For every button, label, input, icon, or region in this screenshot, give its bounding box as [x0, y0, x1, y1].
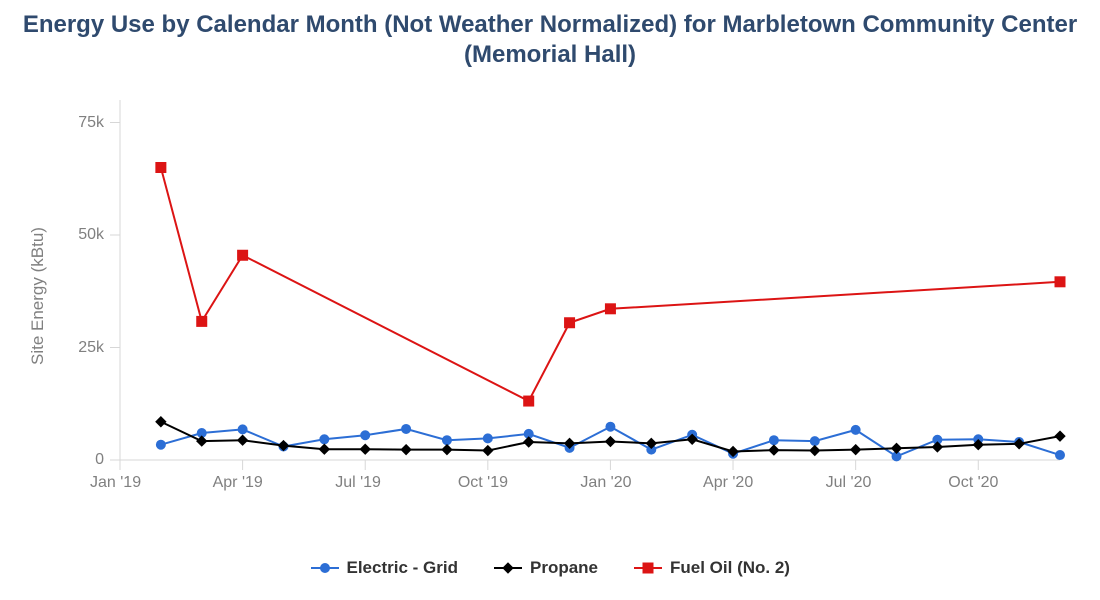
data-point	[605, 304, 615, 314]
data-point	[1055, 277, 1065, 287]
x-tick-label: Jul '20	[826, 474, 872, 492]
legend-marker-icon	[494, 561, 522, 575]
data-point	[769, 436, 778, 445]
x-tick-label: Apr '20	[703, 474, 753, 492]
y-tick-label: 0	[95, 451, 104, 469]
data-point	[320, 435, 329, 444]
data-point	[361, 431, 370, 440]
data-point	[442, 436, 451, 445]
data-point	[606, 422, 615, 431]
data-point	[565, 318, 575, 328]
data-point	[483, 446, 493, 456]
data-point	[810, 446, 820, 456]
data-point	[197, 316, 207, 326]
data-point	[524, 396, 534, 406]
legend-marker-icon	[634, 561, 662, 575]
legend-label: Electric - Grid	[347, 558, 458, 578]
y-tick-label: 25k	[78, 339, 104, 357]
data-point	[319, 444, 329, 454]
data-point	[156, 163, 166, 173]
data-point	[851, 445, 861, 455]
data-point	[524, 437, 534, 447]
data-point	[932, 442, 942, 452]
x-tick-label: Apr '19	[213, 474, 263, 492]
data-point	[442, 445, 452, 455]
x-tick-label: Oct '20	[948, 474, 998, 492]
legend-item: Propane	[494, 558, 598, 578]
x-tick-label: Jul '19	[335, 474, 381, 492]
data-point	[605, 437, 615, 447]
energy-chart: Energy Use by Calendar Month (Not Weathe…	[0, 0, 1100, 600]
data-point	[402, 424, 411, 433]
data-point	[238, 425, 247, 434]
data-point	[769, 445, 779, 455]
data-point	[197, 436, 207, 446]
data-point	[401, 445, 411, 455]
data-point	[851, 425, 860, 434]
data-point	[156, 440, 165, 449]
legend-label: Propane	[530, 558, 598, 578]
data-point	[238, 250, 248, 260]
legend-marker-icon	[311, 561, 339, 575]
x-tick-label: Oct '19	[458, 474, 508, 492]
x-tick-label: Jan '19	[90, 474, 141, 492]
legend-item: Electric - Grid	[311, 558, 458, 578]
data-point	[892, 443, 902, 453]
legend-item: Fuel Oil (No. 2)	[634, 558, 790, 578]
data-point	[156, 417, 166, 427]
data-point	[360, 444, 370, 454]
x-tick-label: Jan '20	[580, 474, 631, 492]
legend-label: Fuel Oil (No. 2)	[670, 558, 790, 578]
y-tick-label: 75k	[78, 114, 104, 132]
legend: Electric - Grid Propane Fuel Oil (No. 2)	[311, 558, 790, 578]
y-tick-label: 50k	[78, 226, 104, 244]
data-point	[483, 434, 492, 443]
data-point	[810, 437, 819, 446]
data-point	[238, 435, 248, 445]
data-point	[1055, 431, 1065, 441]
chart-plot-area	[0, 0, 1100, 600]
data-point	[1056, 451, 1065, 460]
